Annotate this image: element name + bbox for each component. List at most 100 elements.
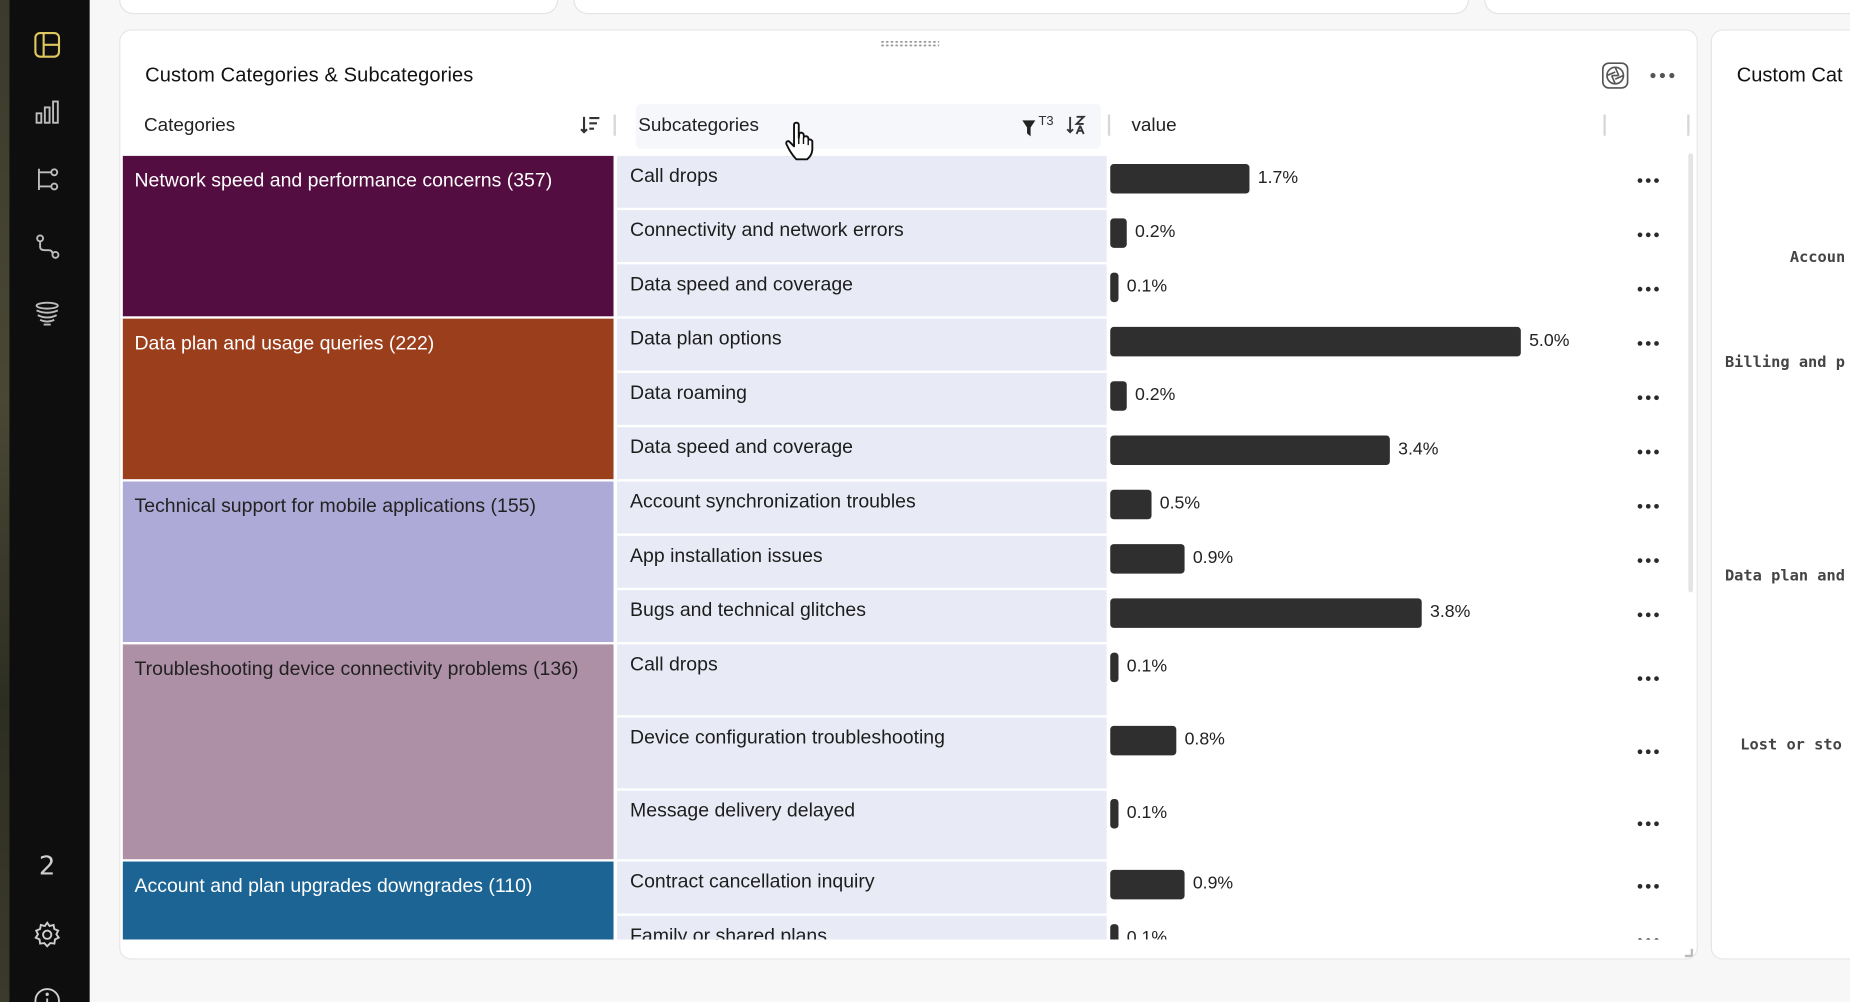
column-separator[interactable] [613,114,616,136]
row-more-button[interactable] [1633,170,1664,191]
subcategory-cell[interactable]: Connectivity and network errors [617,210,1107,263]
layout-icon[interactable] [28,26,66,64]
value-bar[interactable] [1110,544,1185,574]
subcategory-cell[interactable]: Bugs and technical glitches [617,590,1107,643]
category-cell[interactable]: Troubleshooting device connectivity prob… [122,644,614,860]
resize-handle[interactable] [1684,948,1694,958]
row-more-button[interactable] [1633,668,1664,689]
category-cell[interactable]: Technical support for mobile application… [122,481,614,643]
sort-az-icon[interactable] [1065,114,1086,141]
category-cell[interactable]: Account and plan upgrades downgrades (11… [122,861,614,940]
row-more-button[interactable] [1633,550,1664,571]
row-more-button[interactable] [1633,387,1664,408]
second-panel-label: Accoun [1789,249,1846,267]
column-separator[interactable] [1687,114,1690,136]
subcategory-cell[interactable]: Call drops [617,644,1107,716]
value-label: 0.2% [1135,384,1176,405]
column-header-subcategories-label: Subcategories [638,115,759,136]
subcategory-cell[interactable]: Data speed and coverage [617,264,1107,317]
rail-edge [0,0,10,1002]
column-header-value-label: value [1131,115,1177,136]
subcategory-cell[interactable]: App installation issues [617,535,1107,588]
category-cell[interactable]: Data plan and usage queries (222) [122,318,614,480]
value-bar[interactable] [1110,272,1119,303]
row-more-button[interactable] [1633,604,1664,625]
value-label: 0.8% [1184,729,1225,750]
row-more-button[interactable] [1633,496,1664,517]
value-label: 0.1% [1126,656,1168,677]
route-icon[interactable] [28,228,66,266]
sort-desc-icon[interactable] [579,114,600,135]
value-bar[interactable] [1110,869,1185,900]
value-bar[interactable] [1110,598,1422,628]
value-bar[interactable] [1110,381,1127,411]
row-more-button[interactable] [1633,741,1664,762]
column-header-categories[interactable]: Categories [123,104,615,149]
drag-handle[interactable] [880,40,940,48]
column-separator[interactable] [1603,114,1606,136]
nav-rail: 2 [0,0,90,1002]
panel-above-2 [573,0,1469,15]
value-label: 3.8% [1429,601,1471,622]
value-label: 0.1% [1126,802,1168,823]
row-more-button[interactable] [1633,279,1664,300]
subcategory-cell[interactable]: Contract cancellation inquiry [617,861,1107,914]
panel-title: Custom Categories & Subcategories [145,63,474,87]
row-more-button[interactable] [1633,441,1664,462]
value-label: 0.1% [1126,927,1168,940]
value-label: 0.5% [1159,493,1201,514]
second-panel-label: Billing and p [1724,354,1845,372]
subcategory-cell[interactable]: Data speed and coverage [617,427,1107,480]
more-icon[interactable] [1647,60,1678,91]
second-panel-title: Custom Cat [1736,63,1843,87]
second-panel-label: Data plan and [1724,567,1845,586]
column-separator[interactable] [1107,114,1111,136]
value-bar[interactable] [1110,652,1119,683]
row-more-button[interactable] [1633,224,1664,245]
value-label: 3.4% [1398,439,1439,460]
row-more-button[interactable] [1633,333,1664,354]
row-more-button[interactable] [1633,876,1664,897]
value-bar[interactable] [1110,725,1177,756]
bar-chart-icon[interactable] [28,93,66,131]
value-bar[interactable] [1110,326,1521,357]
subcategory-cell[interactable]: Data plan options [617,318,1107,371]
vertical-scrollbar[interactable] [1688,153,1694,593]
column-header-categories-label: Categories [143,115,236,136]
subcategory-cell[interactable]: Account synchronization troubles [617,481,1107,534]
stack-icon[interactable] [28,295,66,333]
subcategory-cell[interactable]: Data roaming [617,372,1107,425]
column-header-subcategories[interactable]: Subcategories T3 [635,103,1101,149]
categories-panel: Custom Categories & Subcategories Catego… [119,29,1698,960]
value-bar[interactable] [1110,924,1119,940]
value-bar[interactable] [1110,164,1250,194]
panel-above-3 [1484,0,1850,15]
value-label: 0.9% [1192,873,1234,894]
panel-above-1 [119,0,559,15]
subcategory-cell[interactable]: Call drops [617,155,1107,208]
value-bar[interactable] [1110,218,1127,248]
filter-icon[interactable]: T3 [1022,114,1054,138]
category-cell[interactable]: Network speed and performance concerns (… [122,155,614,317]
second-panel: Custom Cat Accoun Billing and p Data pla… [1710,29,1850,960]
value-label: 0.1% [1126,276,1168,297]
rail-counter[interactable]: 2 [38,852,56,882]
subcategory-cell[interactable]: Device configuration troubleshooting [617,717,1107,789]
subcategory-header-tools: T3 [1022,114,1087,141]
value-bar[interactable] [1110,435,1390,466]
value-label: 0.2% [1135,221,1176,242]
value-bar[interactable] [1110,799,1119,829]
camera-aperture-icon[interactable] [1600,60,1631,91]
info-icon[interactable] [28,982,66,1002]
branch-icon[interactable] [28,161,66,199]
gear-icon[interactable] [28,916,66,954]
value-bar[interactable] [1110,489,1152,520]
table-body: Network speed and performance concerns (… [122,155,1695,940]
row-more-button[interactable] [1633,813,1664,834]
subcategory-cell[interactable]: Message delivery delayed [617,790,1107,860]
row-more-button[interactable] [1633,930,1664,940]
column-header-value[interactable]: value [1110,104,1606,149]
subcategory-cell[interactable]: Family or shared plans [617,915,1107,940]
panel-toolbar [1600,60,1678,91]
